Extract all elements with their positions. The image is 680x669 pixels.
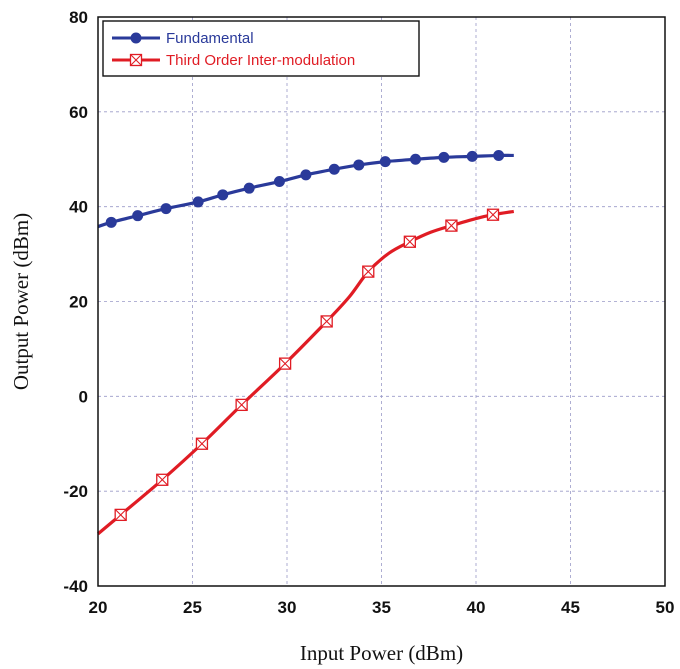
data-point	[300, 169, 312, 181]
x-tick-label: 25	[183, 598, 202, 617]
x-tick-label: 20	[89, 598, 108, 617]
y-axis-title: Output Power (dBm)	[9, 213, 33, 390]
y-tick-label: 20	[69, 293, 88, 312]
legend-box	[102, 20, 420, 77]
data-point	[132, 210, 144, 222]
x-tick-label: 30	[278, 598, 297, 617]
data-point	[438, 151, 450, 163]
legend: Fundamental Third Order Inter-modulation	[102, 20, 420, 77]
data-point	[466, 150, 478, 162]
data-point	[353, 159, 365, 171]
series-layer	[96, 149, 515, 536]
y-tick-label: 60	[69, 103, 88, 122]
data-point	[328, 163, 340, 175]
data-point	[160, 203, 172, 215]
legend-marker	[129, 53, 143, 67]
plot-frame	[97, 16, 666, 587]
legend-label: Third Order Inter-modulation	[166, 52, 355, 69]
x-tick-label: 45	[561, 598, 580, 617]
data-point	[114, 508, 127, 522]
series-line	[96, 209, 515, 536]
data-point	[493, 149, 505, 161]
data-point	[217, 189, 229, 201]
y-tick-label: 40	[69, 198, 88, 217]
data-point	[195, 437, 209, 450]
data-point	[379, 156, 391, 168]
y-tick-label: 0	[79, 387, 88, 406]
legend-item: Third Order Inter-modulation	[112, 52, 355, 69]
series-fundamental	[97, 149, 514, 229]
data-point	[278, 357, 292, 370]
data-point	[320, 315, 333, 328]
data-point	[486, 208, 500, 221]
data-point	[192, 196, 204, 208]
series-third-order-intermodulation	[96, 208, 515, 536]
data-point	[362, 265, 375, 278]
data-point	[410, 153, 422, 165]
legend-marker	[130, 32, 142, 44]
series-line	[97, 153, 514, 229]
data-point	[243, 182, 255, 194]
data-point	[273, 176, 285, 188]
data-point	[105, 216, 117, 228]
legend-label: Fundamental	[166, 30, 254, 47]
data-point	[445, 219, 458, 232]
y-tick-label: 80	[69, 8, 88, 27]
data-point	[403, 235, 417, 248]
tick-labels: 20 25 30 35 40 45 50 -40 -20 0 20 40 60 80	[63, 8, 674, 617]
legend-item: Fundamental	[112, 30, 254, 47]
y-tick-label: -20	[63, 482, 88, 501]
x-tick-label: 35	[372, 598, 391, 617]
data-point	[235, 398, 248, 412]
grid	[98, 17, 665, 586]
x-tick-label: 50	[656, 598, 675, 617]
x-tick-label: 40	[467, 598, 486, 617]
y-tick-label: -40	[63, 577, 88, 596]
data-point	[156, 473, 169, 486]
x-axis-title: Input Power (dBm)	[300, 641, 463, 665]
